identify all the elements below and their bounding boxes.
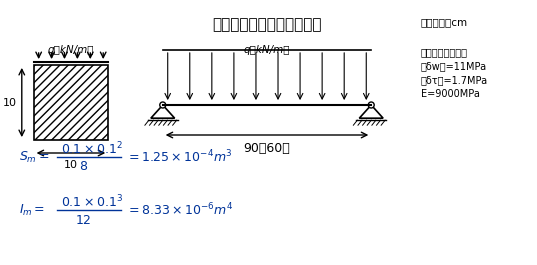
Text: $S_m=$: $S_m=$ [19,149,49,165]
Text: 10: 10 [3,98,17,108]
Circle shape [368,102,374,108]
Text: 方木材质为杉木，: 方木材质为杉木， [421,47,468,57]
Text: E=9000MPa: E=9000MPa [421,89,480,99]
Text: $I_m=$: $I_m=$ [19,202,45,218]
Text: $0.1\times0.1^3$: $0.1\times0.1^3$ [61,194,122,210]
Text: ［δτ］=1.7MPa: ［δτ］=1.7MPa [421,75,488,85]
Text: $=1.25\times10^{-4}m^3$: $=1.25\times10^{-4}m^3$ [126,149,233,165]
Text: 底模下横桥向方木受力简图: 底模下横桥向方木受力简图 [212,17,322,32]
Text: q（kN/m）: q（kN/m） [244,45,290,55]
Circle shape [160,102,166,108]
Text: 尺寸单位：cm: 尺寸单位：cm [421,17,468,27]
Text: $12$: $12$ [75,214,92,227]
Text: ［δw］=11MPa: ［δw］=11MPa [421,61,487,71]
Text: 90（60）: 90（60） [244,142,291,155]
Text: 10: 10 [64,160,78,170]
Text: $8$: $8$ [79,161,88,174]
Bar [34,65,108,140]
Text: $=8.33\times10^{-6}m^4$: $=8.33\times10^{-6}m^4$ [126,202,234,218]
Text: q（kN/m）: q（kN/m） [48,45,94,55]
Text: $0.1\times0.1^2$: $0.1\times0.1^2$ [61,141,122,157]
